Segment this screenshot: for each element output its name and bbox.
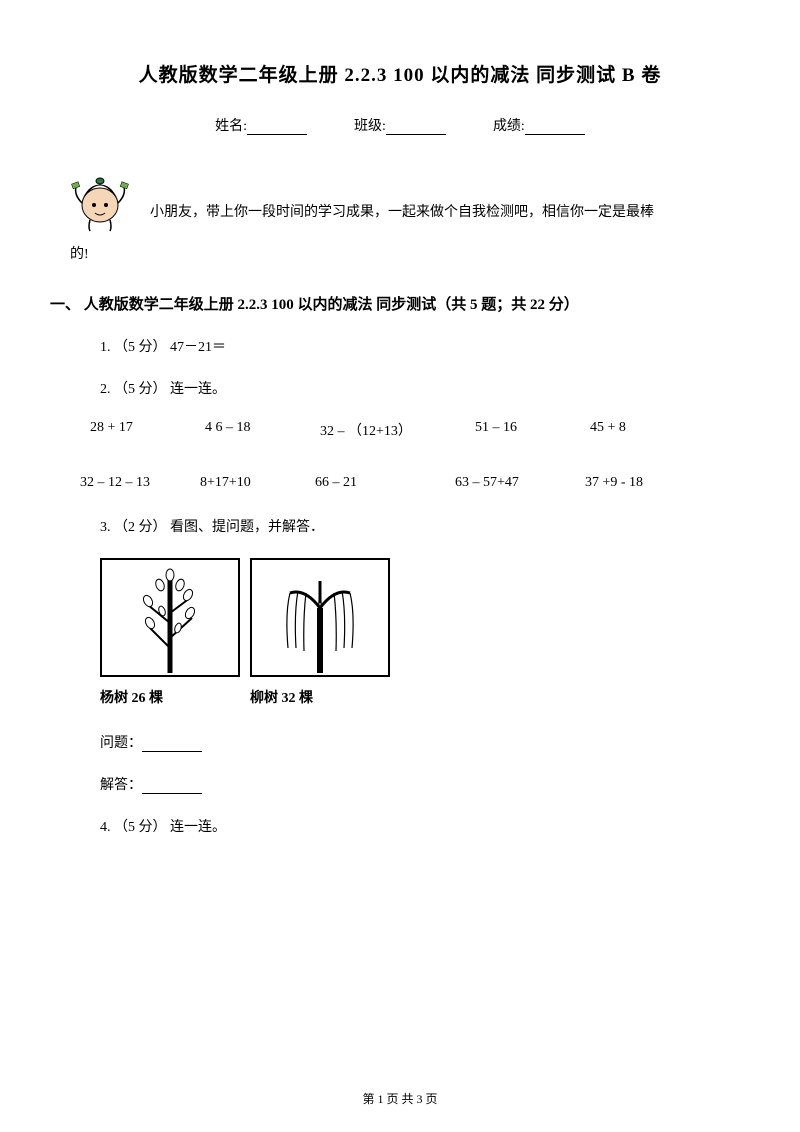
tree2-caption: 柳树 32 棵 — [250, 683, 390, 707]
name-label: 姓名: — [215, 119, 247, 134]
expr-2b: 8+17+10 — [200, 475, 315, 491]
jieda-label: 解答： — [100, 778, 142, 793]
section-heading: 一、 人教版数学二年级上册 2.2.3 100 以内的减法 同步测试（共 5 题… — [50, 293, 730, 314]
expr-1a: 28 + 17 — [90, 420, 205, 440]
expr-2e: 37 +9 - 18 — [585, 475, 685, 491]
expr-1e: 45 + 8 — [590, 420, 690, 440]
tree-figure: 杨树 26 棵 — [100, 558, 730, 707]
expr-1c: 32 – （12+13） — [320, 420, 475, 440]
expr-2c: 66 – 21 — [315, 475, 455, 491]
intro-row: 小朋友，带上你一段时间的学习成果，一起来做个自我检测吧，相信你一定是最棒 — [70, 165, 730, 235]
intro-text-2: 的! — [70, 243, 730, 263]
class-label: 班级: — [354, 119, 386, 134]
tree1-caption: 杨树 26 棵 — [100, 683, 240, 707]
question-4: 4. （5 分） 连一连。 — [100, 816, 730, 836]
question-2: 2. （5 分） 连一连。 — [100, 378, 730, 398]
class-blank[interactable] — [386, 121, 446, 135]
cartoon-icon — [70, 165, 130, 235]
wenti-line: 问题： — [100, 732, 730, 752]
page-title: 人教版数学二年级上册 2.2.3 100 以内的减法 同步测试 B 卷 — [70, 60, 730, 87]
name-blank[interactable] — [247, 121, 307, 135]
question-1: 1. （5 分） 47－21＝ — [100, 336, 730, 356]
wenti-label: 问题： — [100, 736, 142, 751]
page-footer: 第 1 页 共 3 页 — [0, 1090, 800, 1107]
jieda-line: 解答： — [100, 774, 730, 794]
question-3: 3. （2 分） 看图、提问题，并解答． — [100, 516, 730, 536]
expr-1d: 51 – 16 — [475, 420, 590, 440]
expr-row-1: 28 + 17 4 6 – 18 32 – （12+13） 51 – 16 45… — [90, 420, 730, 440]
willow-tree-icon — [252, 560, 388, 675]
expr-2d: 63 – 57+47 — [455, 475, 585, 491]
jieda-blank[interactable] — [142, 780, 202, 794]
wenti-blank[interactable] — [142, 738, 202, 752]
expr-2a: 32 – 12 – 13 — [80, 475, 200, 491]
student-info-line: 姓名: 班级: 成绩: — [70, 115, 730, 135]
score-label: 成绩: — [493, 119, 525, 134]
tree-panel-2 — [250, 558, 390, 677]
expr-1b: 4 6 – 18 — [205, 420, 320, 440]
expr-row-2: 32 – 12 – 13 8+17+10 66 – 21 63 – 57+47 … — [80, 475, 730, 491]
score-blank[interactable] — [525, 121, 585, 135]
poplar-tree-icon — [102, 560, 238, 675]
tree-panel-1 — [100, 558, 240, 677]
intro-text-1: 小朋友，带上你一段时间的学习成果，一起来做个自我检测吧，相信你一定是最棒 — [150, 198, 654, 235]
